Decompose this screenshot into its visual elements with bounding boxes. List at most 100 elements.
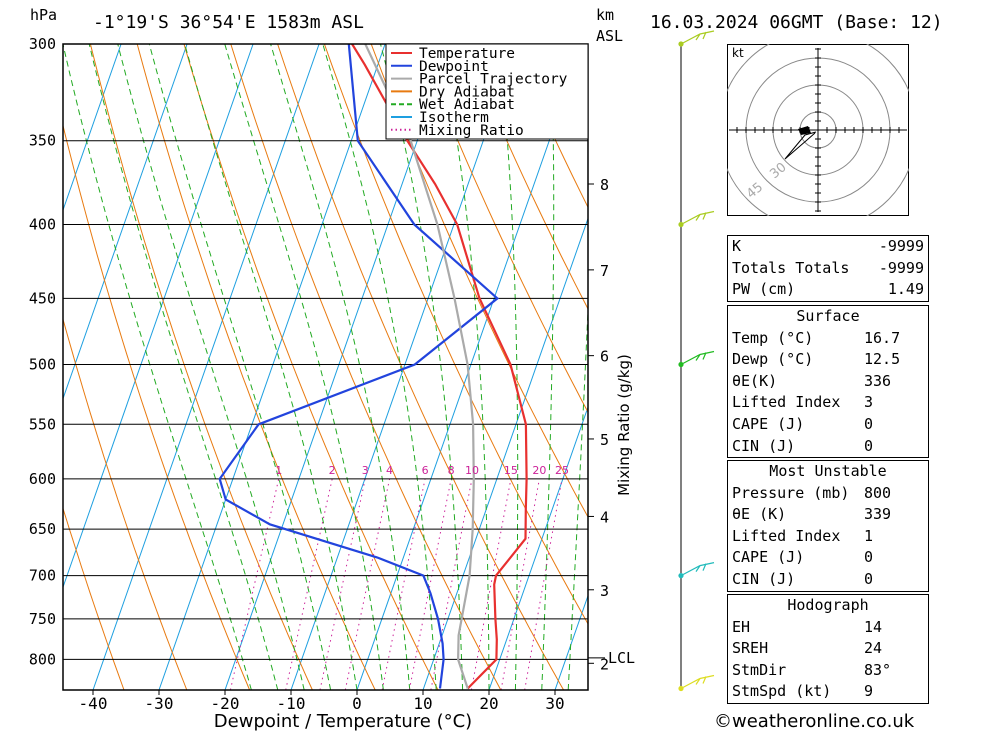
mu-pressure-label: Pressure (mb) bbox=[732, 483, 850, 502]
surface-temp-label: Temp (°C) bbox=[732, 328, 814, 347]
isotherm-line bbox=[290, 44, 518, 690]
mixing-ratio-value-label: 20 bbox=[532, 464, 546, 477]
mu-cape-label: CAPE (J) bbox=[732, 548, 805, 567]
wind-barb-dot bbox=[678, 573, 684, 579]
temperature-tick-label: 0 bbox=[352, 694, 362, 713]
km-tick-label: 3 bbox=[600, 582, 609, 600]
isotherm-line bbox=[63, 44, 122, 212]
most-unstable-title: Most Unstable bbox=[769, 462, 887, 480]
pressure-tick-label: 350 bbox=[29, 132, 56, 150]
mixing-ratio-line bbox=[470, 478, 512, 690]
legend-box bbox=[385, 43, 589, 140]
legend-label: Dry Adiabat bbox=[419, 84, 515, 100]
pressure-tick-label: 500 bbox=[29, 356, 56, 374]
surface-cape-value: 0 bbox=[864, 414, 874, 433]
wind-barb bbox=[680, 562, 715, 577]
wind-barb bbox=[680, 30, 715, 45]
km-tick-label: 6 bbox=[600, 348, 609, 366]
pressure-tick-label: 550 bbox=[29, 415, 56, 433]
legend-label: Parcel Trajectory bbox=[419, 72, 568, 88]
isotherm-line bbox=[92, 44, 320, 690]
isotherm-line bbox=[356, 44, 584, 690]
isotherm-line bbox=[422, 217, 588, 690]
mixing-ratio-value-label: 15 bbox=[504, 464, 518, 477]
isotherm-line bbox=[158, 44, 386, 690]
storm-motion-marker bbox=[798, 126, 811, 135]
mixing-ratio-axis-label: Mixing Ratio (g/kg) bbox=[615, 354, 633, 496]
mixing-ratio-line bbox=[430, 478, 473, 690]
mixing-ratio-value-label: 6 bbox=[422, 464, 429, 477]
surface-dewp-label: Dewp (°C) bbox=[732, 350, 814, 369]
pressure-tick-label: 450 bbox=[29, 289, 56, 307]
surface-thetae-label: θE(K) bbox=[732, 371, 778, 390]
mu-cape-value: 0 bbox=[864, 548, 874, 567]
surface-thetae-value: 336 bbox=[864, 371, 892, 390]
series-line-dewpoint bbox=[218, 44, 500, 689]
temperature-tick-label: -20 bbox=[211, 694, 240, 713]
surface-table: Surface Temp (°C) 16.7 Dewp (°C) 12.5 θE(K… bbox=[727, 305, 929, 459]
legend-label: Dewpoint bbox=[419, 59, 489, 75]
hodograph-table: Hodograph EH 14 SREH 24 StmDir 83° StmSpd (… bbox=[727, 594, 929, 704]
copyright-footer: ©weatheronline.co.uk bbox=[714, 711, 915, 732]
km-tick-label: 7 bbox=[600, 262, 609, 280]
surface-cape-label: CAPE (J) bbox=[732, 414, 805, 433]
wind-barb bbox=[680, 210, 715, 226]
hodo-stmspd-value: 9 bbox=[864, 682, 874, 701]
surface-cin-value: 0 bbox=[864, 436, 874, 455]
dry-adiabat-line bbox=[699, 44, 720, 690]
series-line-temperature bbox=[351, 44, 528, 690]
lcl-label: LCL bbox=[608, 649, 635, 667]
pressure-tick-label: 400 bbox=[29, 215, 56, 233]
mixing-ratio-line bbox=[285, 478, 333, 690]
datetime-label: 16.03.2024 06GMT (Base: 12) bbox=[650, 12, 943, 33]
temperature-tick-label: 30 bbox=[545, 694, 564, 713]
indices-row-k: K -9999 bbox=[732, 237, 924, 255]
wind-barb bbox=[680, 674, 715, 690]
hodo-stmdir-value: 83° bbox=[864, 660, 892, 679]
pressure-tick-label: 700 bbox=[29, 567, 56, 585]
mixing-ratio-line bbox=[229, 478, 280, 690]
hodograph-unit: kt bbox=[732, 46, 744, 60]
mu-li-value: 1 bbox=[864, 526, 874, 545]
temperature-tick-label: 10 bbox=[413, 694, 432, 713]
legend-label: Wet Adiabat bbox=[419, 97, 515, 113]
mixing-ratio-value-label: 3 bbox=[362, 464, 369, 477]
location-title: -1°19'S 36°54'E 1583m ASL bbox=[93, 12, 364, 33]
series-line-parcel-trajectory bbox=[364, 44, 475, 689]
pressure-tick-label: 800 bbox=[29, 650, 56, 668]
mixing-ratio-value-label: 25 bbox=[555, 464, 569, 477]
mixing-ratio-line bbox=[408, 478, 452, 690]
isotherm-line bbox=[621, 44, 720, 690]
temperature-tick-label: 20 bbox=[479, 694, 498, 713]
hodo-stmspd-label: StmSpd (kt) bbox=[732, 682, 832, 701]
hodograph: kt 30 45 bbox=[727, 44, 909, 216]
surface-title: Surface bbox=[796, 307, 860, 325]
mu-li-label: Lifted Index bbox=[732, 526, 841, 545]
pressure-tick-label: 750 bbox=[29, 610, 56, 628]
mixing-ratio-line bbox=[500, 478, 540, 690]
indices-table: K -9999 Totals Totals -9999 PW (cm) 1.49 bbox=[727, 235, 929, 302]
km-tick-label: 8 bbox=[600, 176, 609, 194]
x-axis-label: Dewpoint / Temperature (°C) bbox=[214, 711, 472, 732]
legend-label: Temperature bbox=[419, 46, 515, 62]
km-tick-label: 5 bbox=[600, 431, 609, 449]
mixing-ratio-value-label: 4 bbox=[386, 464, 393, 477]
asl-unit-label: ASL bbox=[596, 27, 624, 45]
mixing-ratio-line bbox=[381, 478, 426, 690]
indices-row-totals: Totals Totals -9999 bbox=[732, 258, 924, 277]
mu-thetae-value: 339 bbox=[864, 505, 892, 524]
mixing-ratio-value-label: 1 bbox=[275, 464, 282, 477]
km-tick-label: 4 bbox=[600, 508, 609, 526]
mu-cin-label: CIN (J) bbox=[732, 569, 796, 588]
dry-adiabat-line bbox=[417, 44, 588, 414]
km-tick-label: 2 bbox=[600, 655, 609, 673]
temperature-tick-label: -10 bbox=[277, 694, 306, 713]
dry-adiabat-line bbox=[464, 44, 588, 310]
dry-adiabat-line bbox=[652, 44, 720, 690]
pressure-unit-label: hPa bbox=[30, 6, 58, 24]
hodo-eh-label: EH bbox=[732, 617, 751, 636]
isotherm-line bbox=[63, 44, 254, 589]
mu-cin-value: 0 bbox=[864, 569, 874, 588]
mixing-ratio-value-label: 2 bbox=[329, 464, 336, 477]
mixing-ratio-value-label: 8 bbox=[448, 464, 455, 477]
